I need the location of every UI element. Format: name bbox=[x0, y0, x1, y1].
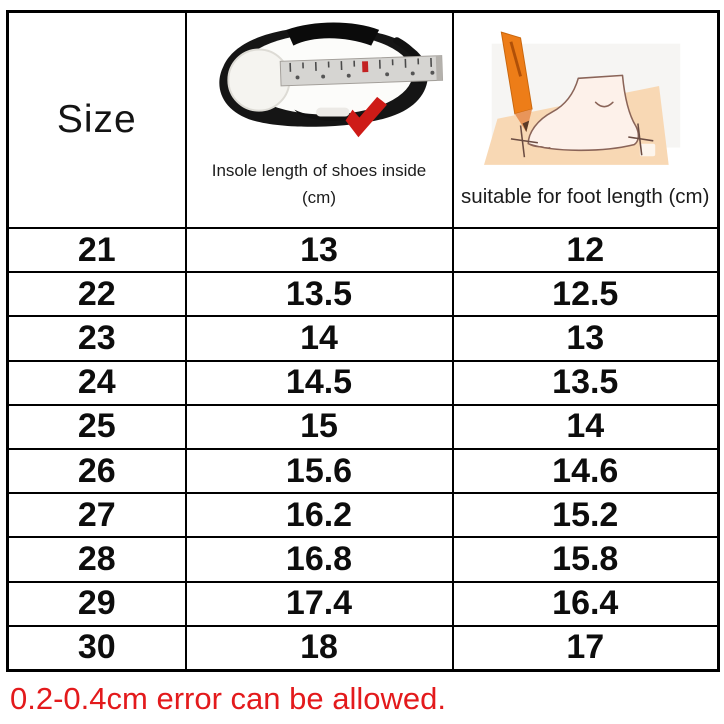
header-cell-insole: Insole length of shoes inside (cm) bbox=[184, 10, 454, 229]
pencil-icon bbox=[500, 31, 533, 133]
size-cell: 21 bbox=[6, 226, 187, 274]
header-cell-foot: suitable for foot length (cm) bbox=[451, 10, 720, 229]
shoe-top-view-icon bbox=[219, 22, 444, 138]
table-row: 30 18 17 bbox=[6, 624, 720, 672]
size-cell: 24 bbox=[6, 359, 187, 406]
table-row: 26 15.6 14.6 bbox=[6, 447, 720, 495]
foot-length-cell: 13 bbox=[451, 315, 720, 362]
size-column-title: Size bbox=[56, 98, 137, 141]
header-row: Size bbox=[6, 10, 720, 229]
foot-length-cell: 14 bbox=[451, 403, 720, 450]
size-cell: 22 bbox=[6, 271, 187, 318]
heel-mark bbox=[628, 123, 654, 156]
table-row: 25 15 14 bbox=[6, 403, 720, 450]
foot-length-cell: 15.8 bbox=[451, 536, 720, 583]
foot-tracing-icon bbox=[484, 31, 681, 166]
table-row: 22 13.5 12.5 bbox=[6, 271, 720, 318]
foot-caption: suitable for foot length (cm) bbox=[461, 185, 710, 209]
table-row: 29 17.4 16.4 bbox=[6, 580, 720, 627]
size-cell: 30 bbox=[6, 624, 187, 672]
size-cell: 23 bbox=[6, 315, 187, 362]
size-cell: 26 bbox=[6, 447, 187, 495]
size-cell: 27 bbox=[6, 492, 187, 539]
foot-tracing-pencil-image bbox=[454, 13, 718, 184]
header-cell-size: Size bbox=[6, 10, 187, 229]
table-row: 28 16.8 15.8 bbox=[6, 536, 720, 583]
insole-length-cell: 13 bbox=[184, 226, 454, 274]
insole-length-cell: 15 bbox=[184, 403, 454, 450]
foot-length-cell: 14.6 bbox=[451, 447, 720, 495]
foot-length-cell: 17 bbox=[451, 624, 720, 672]
size-cell: 28 bbox=[6, 536, 187, 583]
foot-length-cell: 16.4 bbox=[451, 580, 720, 627]
table-row: 21 13 12 bbox=[6, 226, 720, 274]
table-row: 27 16.2 15.2 bbox=[6, 492, 720, 539]
shoe-insole-measuring-tape-image bbox=[187, 13, 452, 158]
size-table-body: 21 13 12 22 13.5 12.5 23 14 13 24 14.5 13.5 25 15 14 26… bbox=[6, 226, 720, 672]
measuring-tape-icon bbox=[279, 55, 444, 87]
insole-length-cell: 16.8 bbox=[184, 536, 454, 583]
size-cell: 25 bbox=[6, 403, 187, 450]
insole-length-cell: 13.5 bbox=[184, 271, 454, 318]
red-check-mark-icon bbox=[345, 96, 387, 138]
insole-caption-line1: Insole length of shoes inside bbox=[211, 161, 427, 181]
foot-length-cell: 12 bbox=[451, 226, 720, 274]
insole-length-cell: 14 bbox=[184, 315, 454, 362]
foot-length-cell: 13.5 bbox=[451, 359, 720, 406]
insole-length-cell: 16.2 bbox=[184, 492, 454, 539]
insole-length-cell: 14.5 bbox=[184, 359, 454, 406]
foot-length-cell: 12.5 bbox=[451, 271, 720, 318]
insole-length-cell: 18 bbox=[184, 624, 454, 672]
foot-length-cell: 15.2 bbox=[451, 492, 720, 539]
insole-length-cell: 17.4 bbox=[184, 580, 454, 627]
tolerance-note: 0.2-0.4cm error can be allowed. bbox=[10, 681, 446, 716]
toe-mark bbox=[511, 125, 539, 158]
insole-caption-line2: (cm) bbox=[302, 187, 336, 207]
table-row: 23 14 13 bbox=[6, 315, 720, 362]
size-chart-table: Size bbox=[6, 10, 720, 672]
table-row: 24 14.5 13.5 bbox=[6, 359, 720, 406]
size-cell: 29 bbox=[6, 580, 187, 627]
insole-length-cell: 15.6 bbox=[184, 447, 454, 495]
